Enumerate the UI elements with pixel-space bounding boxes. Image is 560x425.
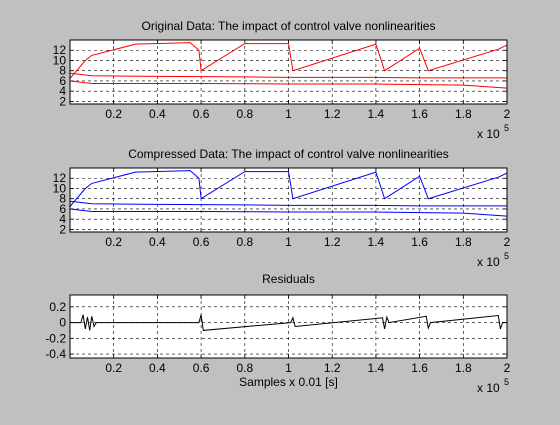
title-compressed: Compressed Data: The impact of control v… [128, 147, 449, 161]
x-tick-label: 1.8 [455, 235, 472, 249]
x-exponent-power: 5 [504, 251, 509, 261]
series-line-2 [70, 72, 507, 79]
y-tick-label: 6 [59, 74, 66, 88]
series-line-1 [70, 170, 507, 207]
axes-frame [69, 294, 508, 359]
x-tick-label: 1.4 [368, 235, 385, 249]
x-exponent-label: x 10 [477, 255, 500, 269]
xlabel-residuals: Samples x 0.01 [s] [239, 375, 338, 389]
x-tick-label: 2 [504, 361, 511, 375]
x-tick-label: 1 [285, 107, 292, 121]
axes-compressed: Compressed Data: The impact of control v… [53, 147, 511, 269]
grid [70, 168, 507, 232]
x-tick-label: 0.2 [105, 361, 122, 375]
y-tick-label: 12 [53, 43, 67, 57]
y-tick-label: 8 [59, 192, 66, 206]
series-line-1 [70, 314, 507, 331]
x-tick-label: 1.2 [324, 361, 341, 375]
y-tick-label: 0.2 [49, 300, 66, 314]
y-tick-label: 12 [53, 171, 67, 185]
y-tick-label: 10 [53, 181, 67, 195]
x-exponent-label: x 10 [477, 381, 500, 395]
y-tick-label: 4 [59, 212, 66, 226]
axes-frame [69, 39, 508, 105]
axes-residuals: Residuals Samples x 0.01 [s] 0.2 0.4 0.6 0.… [45, 272, 510, 395]
x-tick-label: 0.8 [236, 361, 253, 375]
x-tick-label: 0.4 [149, 107, 166, 121]
series-line-3 [70, 80, 507, 89]
x-tick-label: 1.6 [411, 361, 428, 375]
title-original: Original Data: The impact of control val… [142, 19, 436, 33]
x-tick-label: 1 [285, 361, 292, 375]
y-tick-label: -0.2 [45, 331, 66, 345]
x-tick-label: 0.4 [149, 235, 166, 249]
x-tick-label: 0.2 [105, 235, 122, 249]
x-tick-label: 0.8 [236, 107, 253, 121]
y-tick-label: 4 [59, 84, 66, 98]
y-tick-label: 2 [59, 94, 66, 108]
x-tick-label: 1.4 [368, 107, 385, 121]
x-tick-label: 1.8 [455, 107, 472, 121]
x-tick-label: 1.6 [411, 235, 428, 249]
x-tick-label: 1.8 [455, 361, 472, 375]
y-tick-label: 10 [53, 53, 67, 67]
title-residuals: Residuals [262, 272, 315, 286]
x-tick-label: 2 [504, 107, 511, 121]
series-group [70, 170, 507, 217]
series-line-3 [70, 208, 507, 217]
x-tick-label: 0.6 [193, 235, 210, 249]
x-tick-label: 0.2 [105, 107, 122, 121]
y-tick-label: 6 [59, 202, 66, 216]
x-exponent-power: 5 [504, 123, 509, 133]
series-group [70, 314, 507, 331]
x-tick-label: 0.6 [193, 361, 210, 375]
x-exponent-power: 5 [504, 377, 509, 387]
x-tick-label: 1 [285, 235, 292, 249]
x-tick-label: 1.2 [324, 235, 341, 249]
axes-frame [69, 167, 508, 233]
x-tick-label: 1.4 [368, 361, 385, 375]
series-line-1 [70, 42, 507, 79]
x-tick-label: 1.2 [324, 107, 341, 121]
x-tick-label: 0.8 [236, 235, 253, 249]
x-tick-label: 1.6 [411, 107, 428, 121]
axes-original: Original Data: The impact of control val… [53, 19, 511, 141]
x-tick-label: 0.6 [193, 107, 210, 121]
x-exponent-label: x 10 [477, 127, 500, 141]
y-tick-label: 2 [59, 222, 66, 236]
series-group [70, 42, 507, 89]
y-tick-label: -0.4 [45, 347, 66, 361]
x-tick-label: 0.4 [149, 361, 166, 375]
x-tick-label: 2 [504, 235, 511, 249]
y-tick-label: 8 [59, 64, 66, 78]
y-tick-label: 0 [59, 316, 66, 330]
series-line-2 [70, 200, 507, 207]
